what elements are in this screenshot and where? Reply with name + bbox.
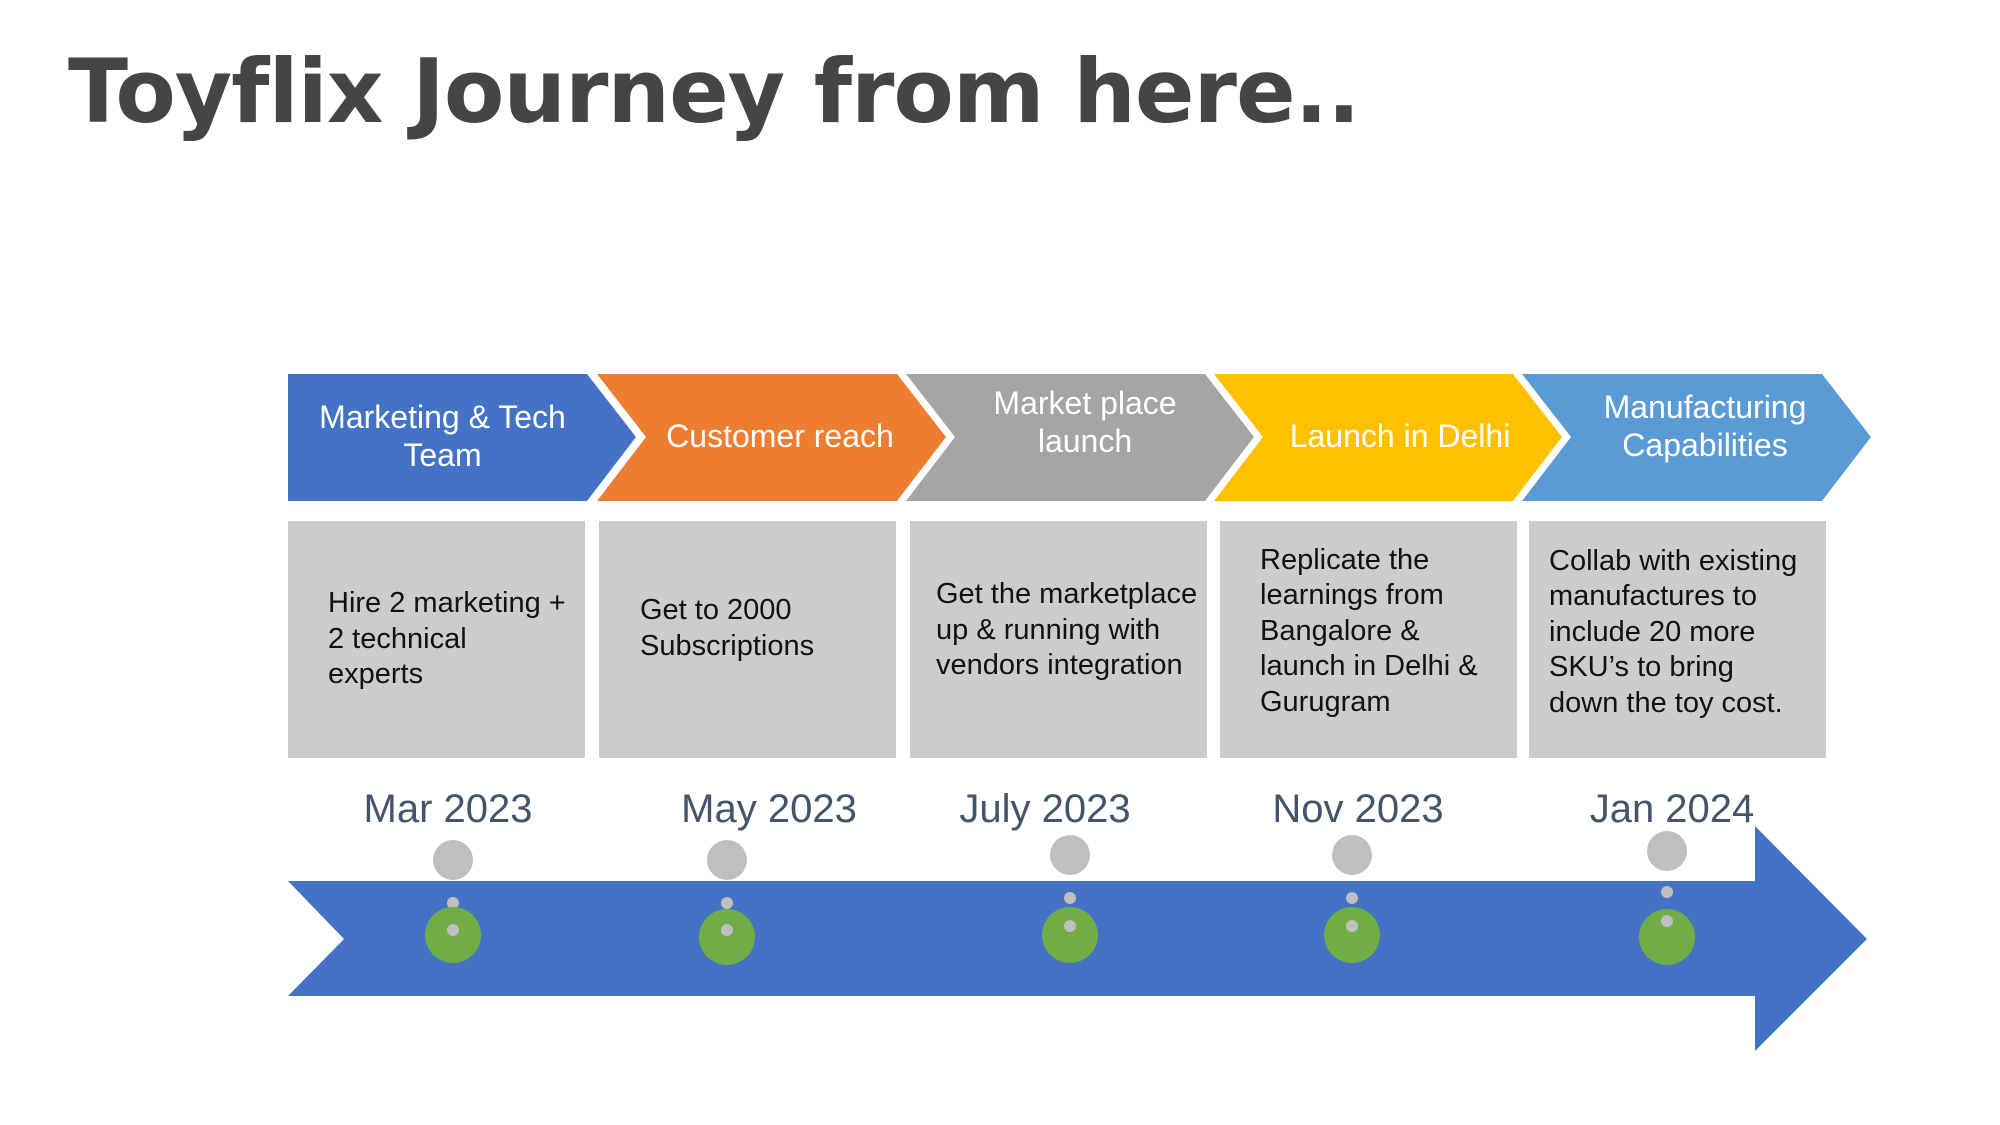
- stage-2-label: Customer reach: [666, 417, 894, 454]
- milestone-date-4: Nov 2023: [1272, 787, 1444, 831]
- chevron-stage-3: [906, 374, 1254, 501]
- milestone-2: [699, 840, 755, 965]
- milestone-date-2: May 2023: [681, 787, 857, 831]
- milestone-date-5: Jan 2024: [1589, 787, 1755, 831]
- page-title: Toyflix Journey from here..: [68, 40, 1360, 143]
- milestone-1-upper-dot: [433, 840, 473, 880]
- milestone-5-dot: [1639, 909, 1695, 965]
- milestone-1-connector-dot: [447, 897, 459, 909]
- milestone-5: [1639, 831, 1695, 965]
- chevron-stage-2: [597, 374, 946, 501]
- milestone-date-3: July 2023: [959, 787, 1131, 831]
- milestone-2-connector-dot: [721, 897, 733, 909]
- stage-5-description: Collab with existing manufactures to inc…: [1529, 521, 1826, 758]
- milestone-2-upper-dot: [707, 840, 747, 880]
- milestone-4-upper-dot: [1332, 835, 1372, 875]
- stage-3-description: Get the marketplace up & running with ve…: [910, 521, 1207, 758]
- chevron-stage-1: [288, 374, 636, 501]
- milestone-3-connector-dot: [1064, 892, 1076, 904]
- stage-2-description: Get to 2000 Subscriptions: [599, 521, 896, 758]
- milestone-3-dot: [1042, 907, 1098, 963]
- milestone-4-dot: [1324, 907, 1380, 963]
- milestone-2-inner-dot: [721, 924, 733, 936]
- milestone-date-1: Mar 2023: [363, 787, 533, 831]
- chevron-stage-5: [1522, 374, 1871, 501]
- milestone-1-inner-dot: [447, 924, 459, 936]
- milestone-4-connector-dot: [1346, 892, 1358, 904]
- stage-4-label: Launch in Delhi: [1289, 417, 1511, 454]
- stage-1-description: Hire 2 marketing + 2 technical experts: [288, 521, 585, 758]
- milestone-2-dot: [699, 909, 755, 965]
- milestone-3: [1042, 835, 1098, 963]
- milestone-3-inner-dot: [1064, 920, 1076, 932]
- milestone-4: [1324, 835, 1380, 963]
- stage-5-label: Manufacturing Capabilities: [1603, 388, 1807, 463]
- milestone-5-connector-dot: [1661, 886, 1673, 898]
- stage-3-label: Market place launch: [993, 384, 1177, 459]
- milestone-5-upper-dot: [1647, 831, 1687, 871]
- stage-1-label: Marketing & Tech Team: [319, 398, 566, 473]
- milestone-3-upper-dot: [1050, 835, 1090, 875]
- chevron-stage-4: [1214, 374, 1562, 501]
- stage-4-description: Replicate the learnings from Bangalore &…: [1220, 521, 1517, 758]
- milestone-5-inner-dot: [1661, 915, 1673, 927]
- milestone-1: [425, 840, 481, 963]
- milestone-4-inner-dot: [1346, 920, 1358, 932]
